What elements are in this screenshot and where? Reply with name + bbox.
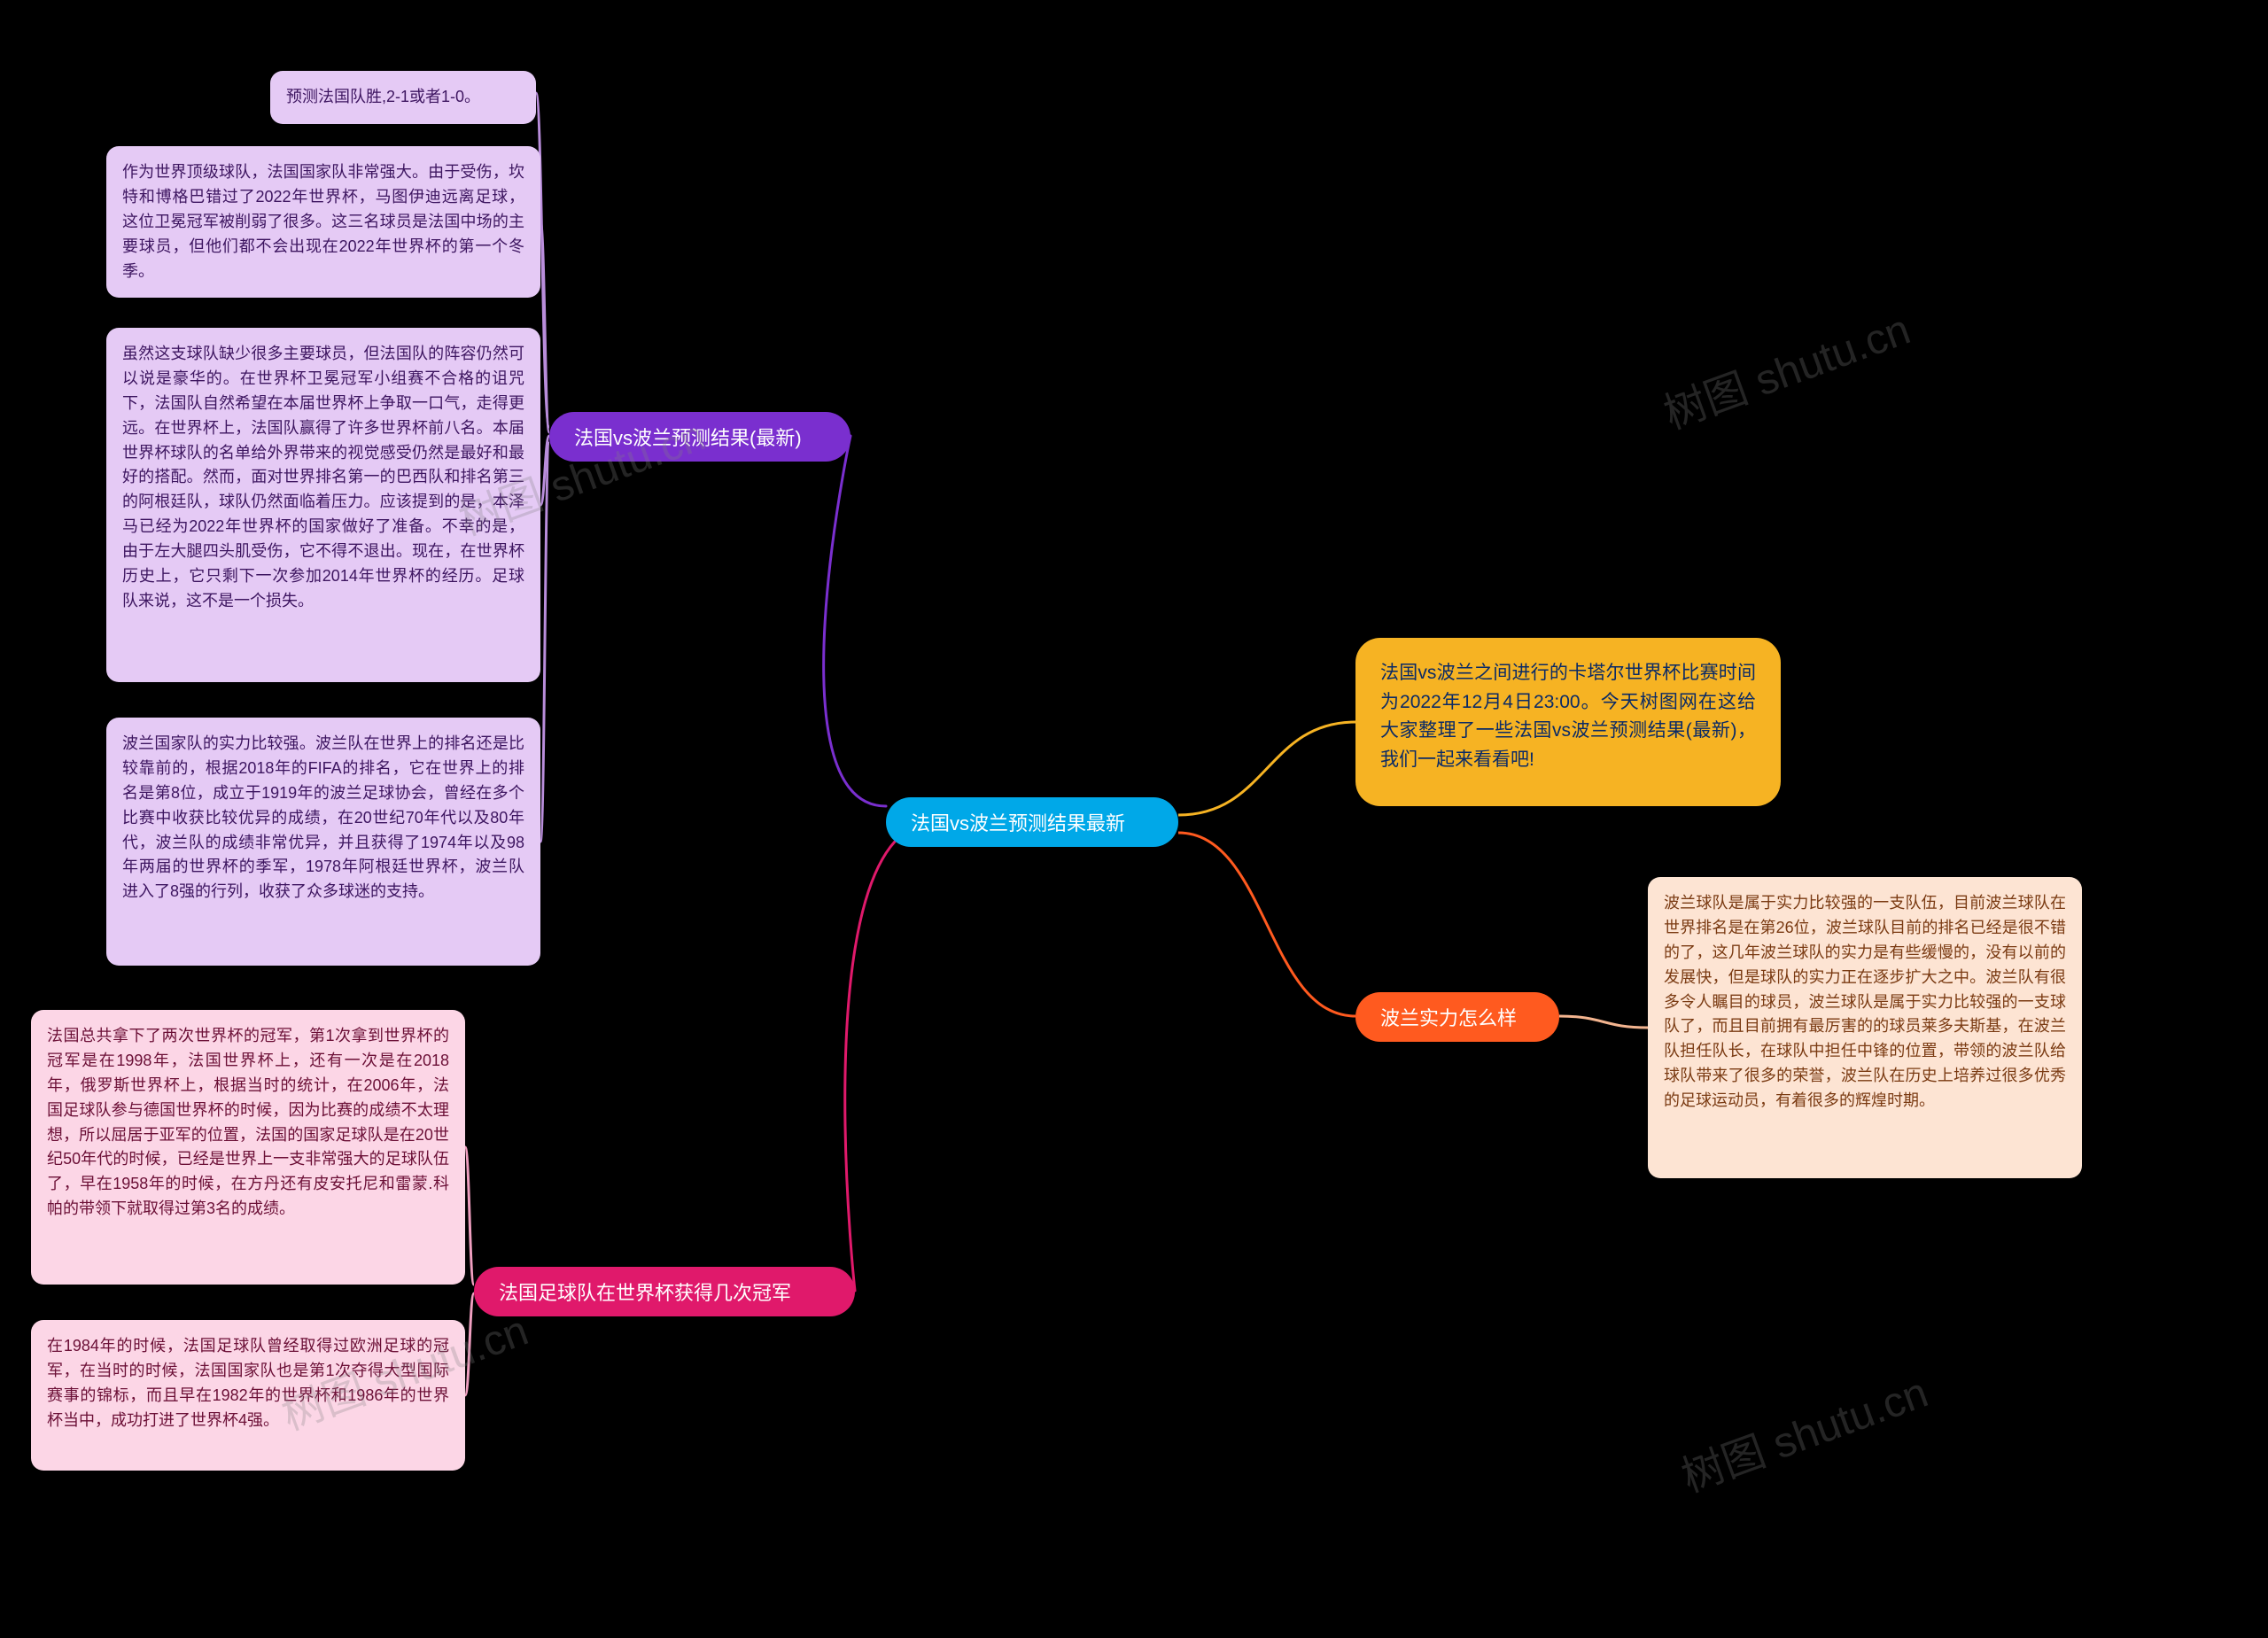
intro-box: 法国vs波兰之间进行的卡塔尔世界杯比赛时间为2022年12月4日23:00。今天… [1355,638,1781,806]
watermark: 树图 shutu.cn [1672,1357,1935,1503]
subnode-prediction[interactable]: 法国vs波兰预测结果(最新) [549,412,850,462]
leaf-france-cups-2: 在1984年的时候，法国足球队曾经取得过欧洲足球的冠军，在当时的时候，法国国家队… [31,1320,465,1471]
leaf-prediction-2: 作为世界顶级球队，法国国家队非常强大。由于受伤，坎特和博格巴错过了2022年世界… [106,146,540,298]
leaf-france-cups-1: 法国总共拿下了两次世界杯的冠军，第1次拿到世界杯的冠军是在1998年，法国世界杯… [31,1010,465,1285]
leaf-prediction-3: 虽然这支球队缺少很多主要球员，但法国队的阵容仍然可以说是豪华的。在世界杯卫冕冠军… [106,328,540,682]
subnode-france-cups[interactable]: 法国足球队在世界杯获得几次冠军 [474,1267,855,1316]
leaf-prediction-4: 波兰国家队的实力比较强。波兰队在世界上的排名还是比较靠前的，根据2018年的FI… [106,718,540,966]
watermark: 树图 shutu.cn [1654,294,1917,440]
mindmap-canvas: 法国vs波兰预测结果最新 法国vs波兰之间进行的卡塔尔世界杯比赛时间为2022年… [0,0,2268,1638]
subnode-poland-strength[interactable]: 波兰实力怎么样 [1355,992,1559,1042]
leaf-prediction-1: 预测法国队胜,2-1或者1-0。 [270,71,536,124]
leaf-poland-strength: 波兰球队是属于实力比较强的一支队伍，目前波兰球队在世界排名是在第26位，波兰球队… [1648,877,2082,1178]
center-node[interactable]: 法国vs波兰预测结果最新 [886,797,1178,847]
